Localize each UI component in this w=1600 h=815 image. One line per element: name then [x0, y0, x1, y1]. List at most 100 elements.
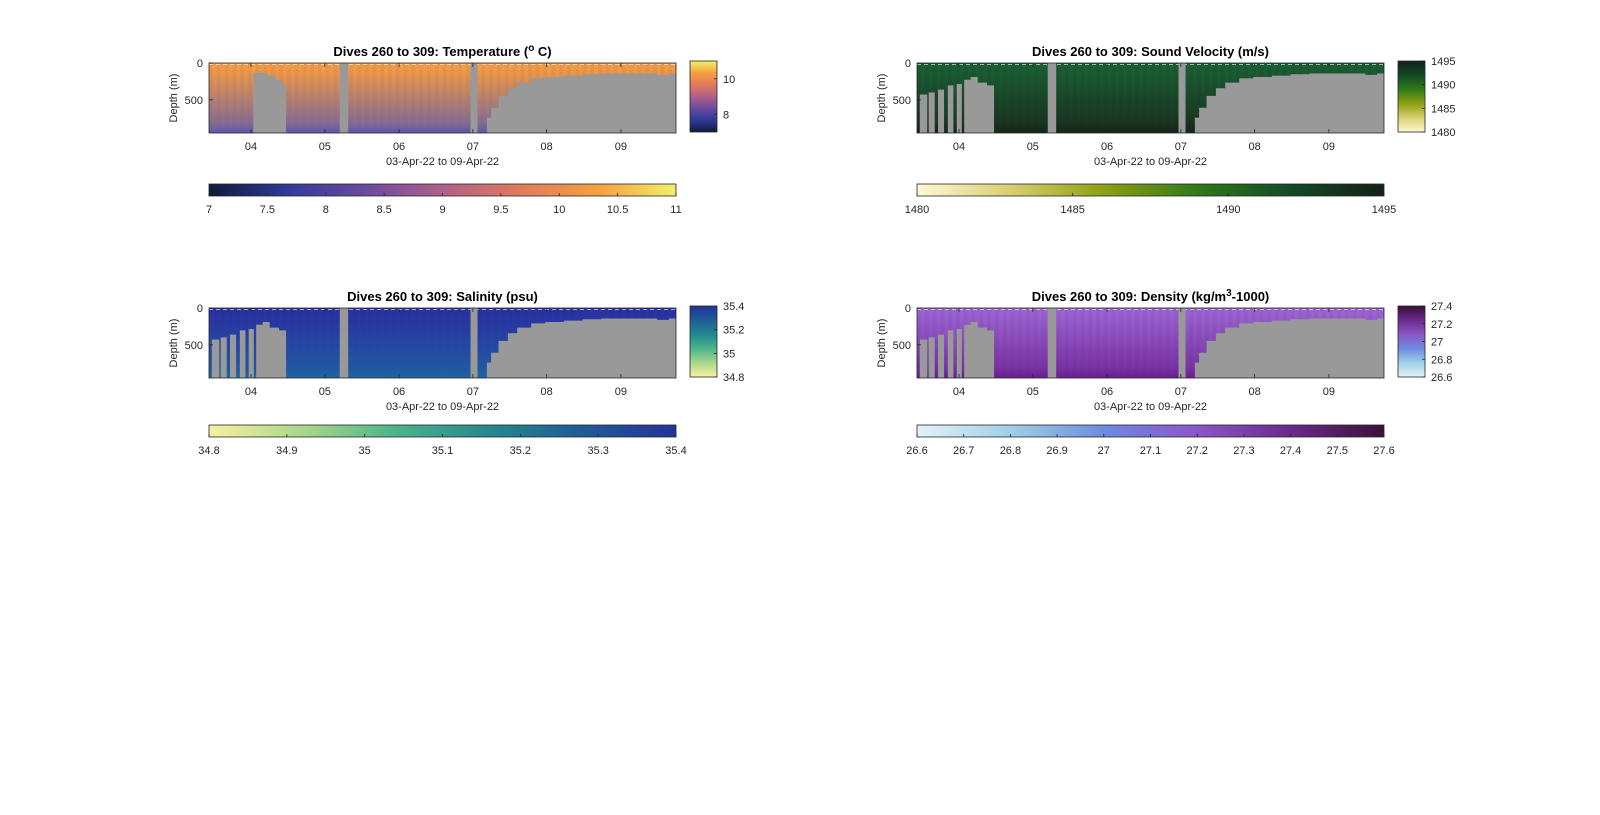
dive-stripe — [1103, 63, 1108, 133]
dive-stripe — [310, 308, 315, 378]
dive-stripe — [1072, 63, 1077, 133]
x-axis-label: 03-Apr-22 to 09-Apr-22 — [1094, 401, 1207, 413]
dive-stripe — [395, 63, 400, 133]
x-tick-label: 06 — [1101, 386, 1113, 398]
dive-stripe — [1057, 63, 1061, 133]
side-colorbar-label: 26.8 — [1431, 354, 1452, 366]
dive-stripe — [395, 308, 400, 378]
bottom-colorbar — [916, 183, 1385, 197]
no-data-gap — [1178, 63, 1186, 133]
y-tick-label: 0 — [197, 58, 203, 70]
dive-stripe — [349, 308, 353, 378]
dive-stripe — [1096, 63, 1100, 133]
dive-stripe — [403, 63, 408, 133]
dive-stripe — [1033, 308, 1038, 378]
dive-stripe — [1142, 308, 1147, 378]
y-tick-label: 500 — [185, 95, 203, 107]
dive-stripe — [489, 308, 494, 378]
x-tick-label: 05 — [319, 141, 331, 153]
dive-stripe — [481, 63, 486, 133]
bottom-colorbar-label: 35.4 — [665, 445, 686, 457]
dive-stripe — [380, 63, 385, 133]
dive-stripe — [1127, 63, 1132, 133]
dive-stripe — [1119, 63, 1124, 133]
bottom-colorbar-label: 35.1 — [432, 445, 453, 457]
no-data-bar — [947, 330, 954, 378]
x-tick-label: 04 — [953, 386, 965, 398]
dive-stripe — [403, 308, 408, 378]
dive-stripe — [917, 63, 921, 133]
dive-stripe — [1002, 308, 1007, 378]
dive-stripe — [317, 63, 322, 133]
dive-stripe — [426, 308, 431, 378]
y-tick-label: 0 — [905, 58, 911, 70]
x-tick-label: 04 — [245, 386, 257, 398]
x-tick-label: 09 — [615, 141, 627, 153]
y-tick-label: 500 — [893, 95, 911, 107]
no-data-gap — [470, 308, 478, 378]
dive-stripe — [1010, 63, 1015, 133]
dive-stripe — [1142, 63, 1147, 133]
dive-stripe — [458, 308, 462, 378]
dive-stripe — [286, 308, 291, 378]
y-axis-label: Depth (m) — [876, 74, 888, 123]
side-colorbar-label: 27 — [1431, 337, 1443, 349]
dive-stripe — [1158, 308, 1163, 378]
dive-stripe — [917, 308, 921, 378]
no-data-bar — [947, 85, 954, 133]
dive-stripe — [1150, 63, 1155, 133]
dive-stripe — [1018, 308, 1023, 378]
y-axis-label: Depth (m) — [168, 319, 180, 368]
no-data-bar — [956, 329, 962, 378]
bottom-colorbar-label: 27 — [1098, 445, 1110, 457]
chart-title-main: Dives 260 to 309: Temperature ( — [333, 44, 529, 59]
x-tick-label: 08 — [1249, 386, 1261, 398]
x-tick-label: 09 — [615, 386, 627, 398]
side-colorbar-label: 27.2 — [1431, 319, 1452, 331]
dive-stripe — [1197, 63, 1202, 133]
side-colorbar-label: 1480 — [1431, 127, 1455, 139]
chart-title-main: Dives 260 to 309: Salinity (psu) — [347, 289, 538, 304]
chart-title: Dives 260 to 309: Sound Velocity (m/s) — [1032, 44, 1269, 59]
dive-stripe — [364, 308, 369, 378]
no-data-block-right — [486, 73, 676, 133]
y-tick-label: 500 — [185, 340, 203, 352]
dive-stripe — [380, 308, 385, 378]
dive-stripe — [1096, 308, 1100, 378]
dive-stripe — [458, 63, 462, 133]
x-tick-label: 05 — [1027, 386, 1039, 398]
x-tick-label: 08 — [541, 386, 553, 398]
dive-stripe — [349, 63, 353, 133]
side-colorbar — [689, 305, 718, 378]
dive-stripe — [1111, 63, 1116, 133]
dive-stripe — [364, 63, 369, 133]
side-colorbar-label: 34.8 — [723, 372, 744, 384]
no-data-bar — [938, 334, 945, 378]
no-data-gap — [470, 63, 478, 133]
bottom-colorbar-label: 1490 — [1216, 204, 1240, 216]
dive-stripe — [1088, 63, 1093, 133]
dive-stripe — [247, 63, 252, 133]
dive-stripe — [333, 308, 338, 378]
dive-stripe — [1158, 63, 1163, 133]
bottom-colorbar-label: 9.5 — [493, 204, 508, 216]
no-data-gap — [1047, 308, 1057, 378]
dive-stripe — [1119, 308, 1124, 378]
no-data-bar — [230, 334, 237, 378]
y-axis-label: Depth (m) — [876, 319, 888, 368]
no-data-bar — [211, 339, 220, 378]
no-data-block-right — [1194, 318, 1384, 378]
dive-stripe — [1080, 308, 1085, 378]
bottom-colorbar-label: 27.4 — [1280, 445, 1301, 457]
dive-stripe — [442, 308, 447, 378]
dive-stripe — [232, 63, 237, 133]
dive-stripe — [325, 63, 330, 133]
bottom-colorbar-label: 7 — [206, 204, 212, 216]
bottom-colorbar-label: 34.8 — [198, 445, 219, 457]
dive-stripe — [1025, 63, 1030, 133]
dive-stripe — [1025, 308, 1030, 378]
bottom-colorbar-label: 9 — [439, 204, 445, 216]
dive-stripe — [1166, 308, 1170, 378]
y-axis-label: Depth (m) — [168, 74, 180, 123]
